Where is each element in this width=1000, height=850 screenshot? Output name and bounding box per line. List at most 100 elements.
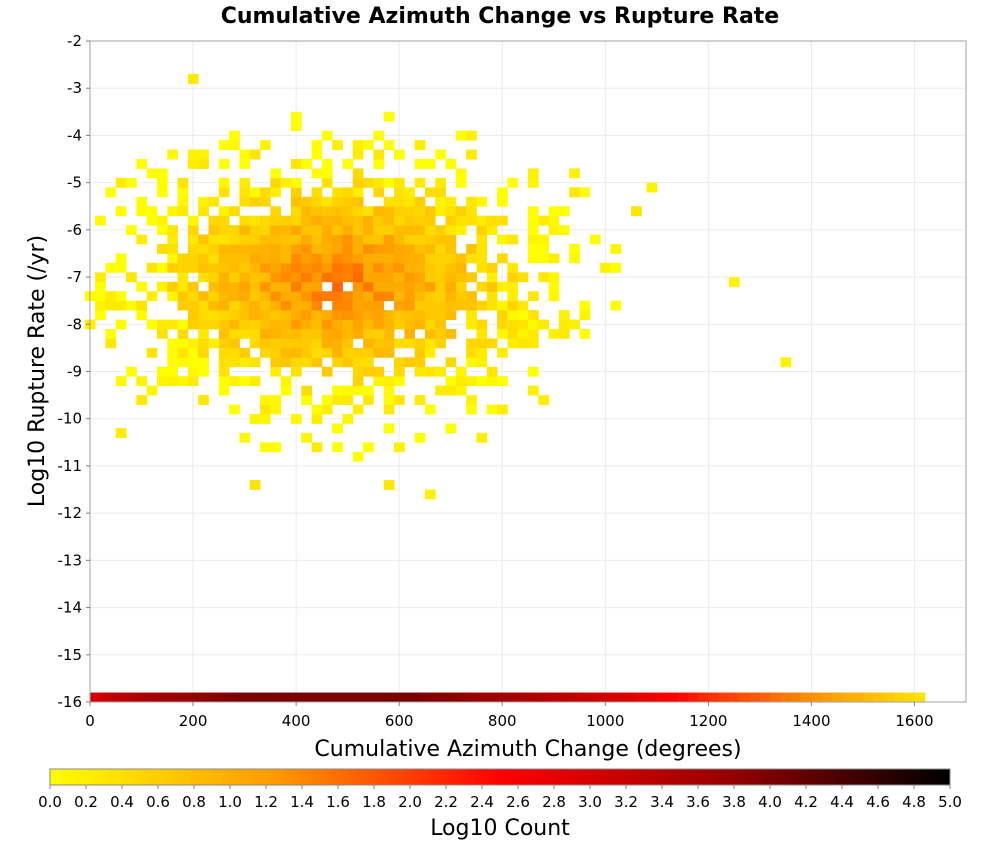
heatmap-cell xyxy=(445,225,457,235)
heatmap-cell xyxy=(187,281,199,292)
heatmap-cell xyxy=(270,338,282,349)
heatmap-cell xyxy=(435,196,446,207)
heatmap-cell xyxy=(260,395,271,405)
heatmap-cell xyxy=(332,357,343,368)
heatmap-cell xyxy=(321,319,333,330)
heatmap-cell xyxy=(321,234,333,245)
heatmap-cell xyxy=(373,206,385,217)
heatmap-cell xyxy=(198,357,209,368)
heatmap-cell xyxy=(249,244,261,254)
heatmap-cell xyxy=(290,225,302,235)
heatmap-cell xyxy=(363,206,374,217)
heatmap-cell xyxy=(728,277,740,287)
heatmap-cell xyxy=(414,366,426,377)
x-tick-label: 0 xyxy=(85,712,95,730)
heatmap-cell xyxy=(476,234,488,245)
heatmap-cell xyxy=(270,206,282,217)
bottom-band-cell xyxy=(636,692,647,702)
heatmap-cell xyxy=(136,395,148,405)
heatmap-cell xyxy=(383,347,395,358)
heatmap-cell xyxy=(332,272,343,283)
heatmap-cell xyxy=(198,196,209,207)
heatmap-cell xyxy=(208,310,220,320)
colorbar-tick-label: 0.8 xyxy=(182,793,206,811)
y-tick-label: -11 xyxy=(58,457,83,475)
heatmap-cell xyxy=(424,366,436,377)
heatmap-cell xyxy=(260,300,271,311)
heatmap-cell xyxy=(363,177,374,188)
heatmap-cell xyxy=(280,234,292,245)
heatmap-cell xyxy=(404,234,416,245)
heatmap-cell xyxy=(332,423,343,434)
heatmap-cell xyxy=(414,262,426,273)
heatmap-cell xyxy=(497,347,508,358)
heatmap-cell xyxy=(424,215,436,226)
heatmap-cell xyxy=(260,272,271,283)
heatmap-cell xyxy=(249,272,261,283)
heatmap-cell xyxy=(167,376,178,387)
heatmap-cell xyxy=(146,206,158,217)
heatmap-cell xyxy=(363,442,374,453)
heatmap-cell xyxy=(466,206,477,217)
bottom-band-cell xyxy=(120,692,132,702)
heatmap-cell xyxy=(445,272,457,283)
heatmap-cell xyxy=(486,281,498,292)
heatmap-cell xyxy=(363,262,374,273)
heatmap-cell xyxy=(198,319,209,330)
heatmap-cell xyxy=(394,300,405,311)
heatmap-cell xyxy=(548,206,560,217)
heatmap-cell xyxy=(404,310,416,320)
heatmap-cell xyxy=(342,357,354,368)
heatmap-cell xyxy=(373,130,385,141)
bottom-band-cell xyxy=(368,692,379,702)
bottom-band-cell xyxy=(749,692,761,702)
heatmap-cell xyxy=(229,329,240,339)
heatmap-cell xyxy=(435,206,446,217)
heatmap-cell xyxy=(383,376,395,387)
heatmap-cell xyxy=(290,272,302,283)
heatmap-cell xyxy=(548,329,560,339)
heatmap-cell xyxy=(342,329,354,339)
heatmap-cell xyxy=(528,366,539,377)
heatmap-cell xyxy=(146,385,158,396)
heatmap-cell xyxy=(528,319,539,330)
heatmap-cell xyxy=(424,300,436,311)
heatmap-cell xyxy=(115,300,127,311)
heatmap-cell xyxy=(311,234,323,245)
heatmap-cell xyxy=(136,206,148,217)
heatmap-cell xyxy=(239,215,251,226)
heatmap-cell xyxy=(414,432,426,443)
heatmap-cell xyxy=(311,272,323,283)
bottom-band-cell xyxy=(594,692,606,702)
bottom-band-cell xyxy=(801,692,812,702)
x-tick-label: 600 xyxy=(385,712,414,730)
heatmap-cell xyxy=(394,319,405,330)
heatmap-cell xyxy=(363,385,374,396)
heatmap-cell xyxy=(311,404,323,415)
heatmap-cell xyxy=(260,404,271,415)
heatmap-cell xyxy=(280,310,292,320)
heatmap-cell xyxy=(466,404,477,415)
heatmap-cell xyxy=(208,262,220,273)
heatmap-cell xyxy=(321,215,333,226)
heatmap-cell xyxy=(352,196,364,207)
heatmap-cell xyxy=(280,225,292,235)
heatmap-cell xyxy=(260,187,271,198)
colorbar-tick-label: 3.4 xyxy=(650,793,674,811)
heatmap-cell xyxy=(414,347,426,358)
bottom-band-cell xyxy=(285,692,297,702)
heatmap-cell xyxy=(558,225,570,235)
colorbar xyxy=(49,768,951,786)
heatmap-cell xyxy=(414,291,426,302)
heatmap-cell xyxy=(383,196,395,207)
heatmap-cell xyxy=(187,149,199,160)
heatmap-cell xyxy=(198,300,209,311)
heatmap-cell xyxy=(290,121,302,132)
heatmap-cell xyxy=(558,319,570,330)
heatmap-cell xyxy=(455,281,467,292)
heatmap-cell xyxy=(383,423,395,434)
heatmap-cell xyxy=(373,329,385,339)
heatmap-cell xyxy=(301,395,312,405)
heatmap-cell xyxy=(270,225,282,235)
bottom-band-cell xyxy=(471,692,483,702)
